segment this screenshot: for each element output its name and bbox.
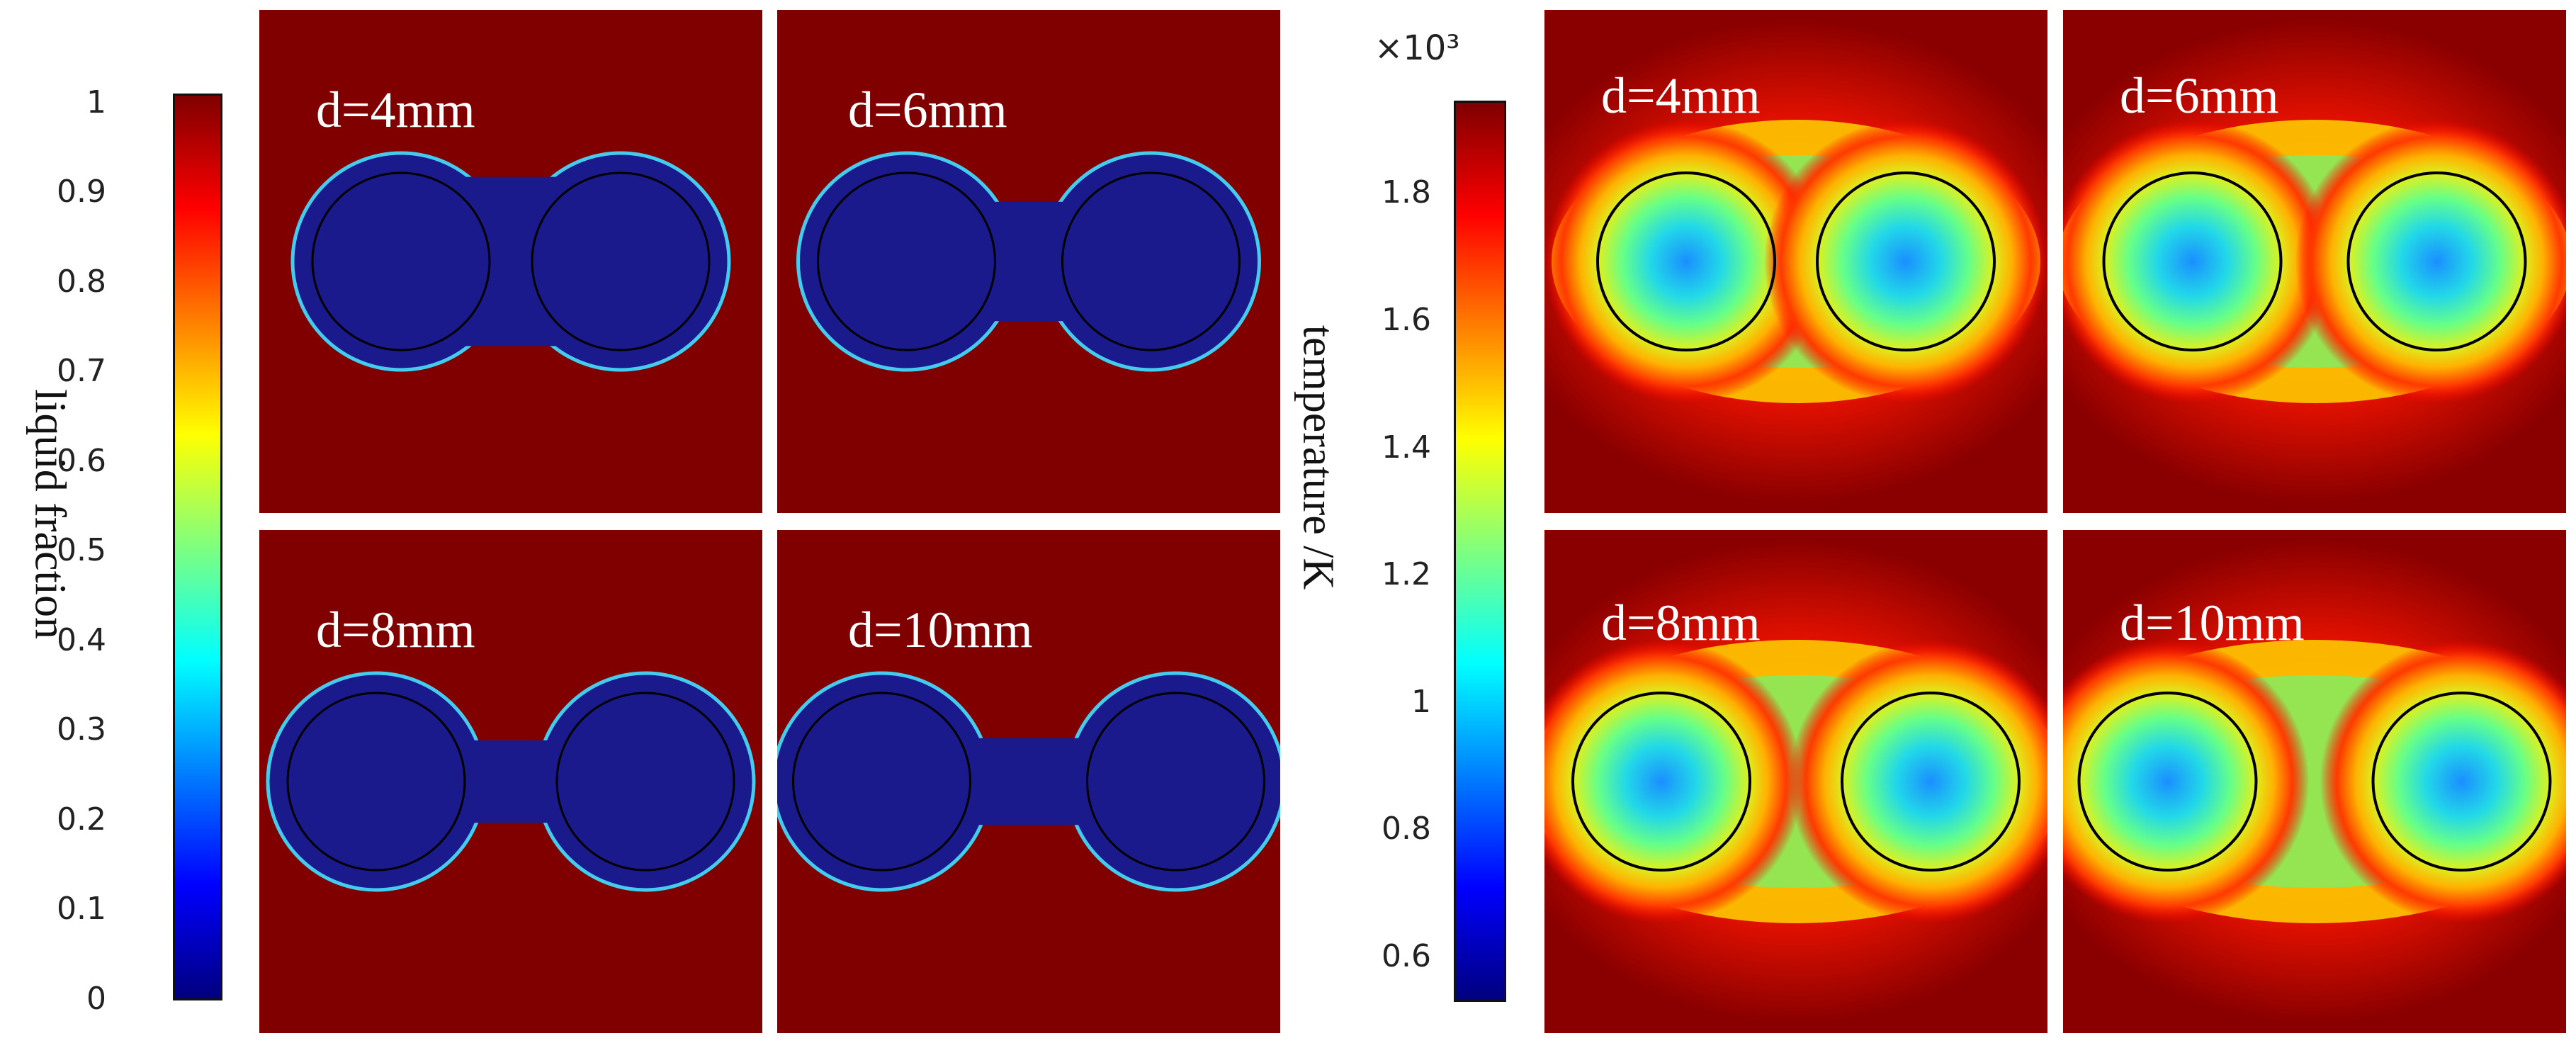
panel-label: d=6mm bbox=[2120, 67, 2279, 124]
panel-label: d=6mm bbox=[848, 81, 1007, 138]
circle-outline bbox=[286, 692, 466, 872]
colorbar-tick-label: 0.1 bbox=[57, 891, 106, 928]
colorbar-tick-label: 1.2 bbox=[1382, 556, 1431, 593]
circle-outline bbox=[792, 692, 971, 872]
liquid-fraction-colorbar-label: liquid fraction bbox=[26, 389, 74, 639]
circle-outline bbox=[1596, 171, 1776, 351]
panel-label: d=10mm bbox=[2120, 594, 2305, 651]
colorbar-tick-label: 0.7 bbox=[57, 353, 106, 390]
circle-outline bbox=[1841, 692, 2021, 872]
liquid-fraction-panel: d=10mm bbox=[777, 530, 1280, 1033]
colorbar-tick-label: 0.9 bbox=[57, 174, 106, 210]
liquid-fraction-colorbar bbox=[173, 94, 222, 1000]
colorbar-tick-label: 0.6 bbox=[1382, 937, 1431, 974]
colorbar-tick-label: 0 bbox=[86, 980, 106, 1017]
circle-outline bbox=[817, 171, 996, 351]
circle-outline bbox=[2102, 171, 2283, 351]
colorbar-tick-label: 0.4 bbox=[57, 621, 106, 658]
colorbar-tick-label: 0.8 bbox=[57, 263, 106, 300]
melt-pool bbox=[266, 671, 756, 892]
circle-outline bbox=[2371, 692, 2552, 872]
circle-outline bbox=[1086, 692, 1265, 872]
liquid-fraction-panel: d=4mm bbox=[259, 10, 762, 513]
panel-label: d=10mm bbox=[848, 602, 1033, 658]
circle-outline bbox=[1816, 171, 1996, 351]
panel-label: d=4mm bbox=[316, 81, 475, 138]
temperature-colorbar-label: temperature /K bbox=[1294, 325, 1343, 590]
circle-outline bbox=[311, 171, 491, 351]
melt-pool bbox=[796, 151, 1261, 372]
melt-pool bbox=[290, 151, 731, 372]
colorbar-tick-label: 0.5 bbox=[57, 532, 106, 569]
temperature-panel: d=8mm bbox=[1544, 530, 2047, 1033]
colorbar-tick-label: 1.6 bbox=[1382, 301, 1431, 338]
liquid-fraction-panel: d=8mm bbox=[259, 530, 762, 1033]
circle-outline bbox=[531, 171, 711, 351]
circle-outline bbox=[2346, 171, 2527, 351]
melt-pool bbox=[777, 671, 1280, 892]
temperature-multiplier: ×10³ bbox=[1374, 28, 1460, 68]
colorbar-tick-label: 0.6 bbox=[57, 442, 106, 479]
circle-outline bbox=[555, 692, 735, 872]
circle-outline bbox=[1061, 171, 1241, 351]
colorbar-tick-label: 1 bbox=[86, 84, 106, 120]
temperature-panel: d=4mm bbox=[1544, 10, 2047, 513]
colorbar-tick-label: 0.8 bbox=[1382, 811, 1431, 847]
colorbar-tick-label: 1.4 bbox=[1382, 429, 1431, 466]
colorbar-tick-label: 0.3 bbox=[57, 711, 106, 748]
colorbar-tick-label: 0.2 bbox=[57, 801, 106, 838]
temperature-panel: d=10mm bbox=[2063, 530, 2566, 1033]
panel-label: d=4mm bbox=[1601, 67, 1761, 124]
colorbar-tick-label: 1 bbox=[1411, 683, 1431, 720]
temperature-colorbar bbox=[1454, 101, 1506, 1002]
colorbar-tick-label: 1.8 bbox=[1382, 174, 1431, 211]
circle-outline bbox=[2077, 692, 2258, 872]
circle-outline bbox=[1571, 692, 1751, 872]
liquid-fraction-panel: d=6mm bbox=[777, 10, 1280, 513]
panel-label: d=8mm bbox=[316, 602, 475, 658]
temperature-panel: d=6mm bbox=[2063, 10, 2566, 513]
panel-label: d=8mm bbox=[1601, 594, 1761, 651]
